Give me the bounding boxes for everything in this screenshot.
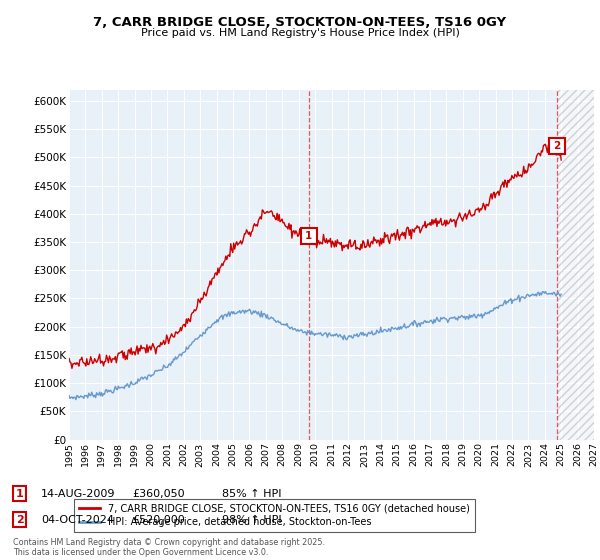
Text: 85% ↑ HPI: 85% ↑ HPI [222,489,281,499]
Text: Price paid vs. HM Land Registry's House Price Index (HPI): Price paid vs. HM Land Registry's House … [140,28,460,38]
Text: 14-AUG-2009: 14-AUG-2009 [41,489,115,499]
Text: Contains HM Land Registry data © Crown copyright and database right 2025.
This d: Contains HM Land Registry data © Crown c… [13,538,325,557]
Text: £360,050: £360,050 [132,489,185,499]
Text: 2: 2 [554,141,561,151]
Text: 1: 1 [16,489,23,499]
Text: 1: 1 [305,231,313,241]
Text: £520,000: £520,000 [132,515,185,525]
Text: 2: 2 [16,515,23,525]
Text: 7, CARR BRIDGE CLOSE, STOCKTON-ON-TEES, TS16 0GY: 7, CARR BRIDGE CLOSE, STOCKTON-ON-TEES, … [94,16,506,29]
Legend: 7, CARR BRIDGE CLOSE, STOCKTON-ON-TEES, TS16 0GY (detached house), HPI: Average : 7, CARR BRIDGE CLOSE, STOCKTON-ON-TEES, … [74,499,475,533]
Text: 04-OCT-2024: 04-OCT-2024 [41,515,114,525]
Bar [557,90,594,440]
Text: 98% ↑ HPI: 98% ↑ HPI [222,515,281,525]
